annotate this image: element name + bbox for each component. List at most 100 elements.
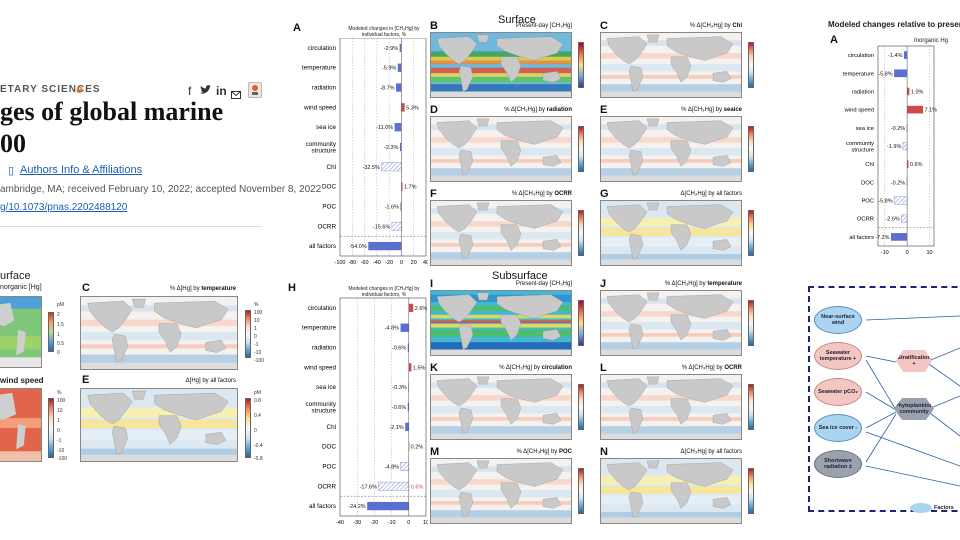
row-label: radiation: [312, 85, 337, 92]
bar-value-label: -0.3%: [392, 385, 406, 391]
linkedin-icon[interactable]: in: [216, 84, 227, 98]
bar-value-label: -15.6%: [373, 224, 391, 230]
panel-title-b: Present-day [CH₃Hg]: [515, 23, 572, 29]
bar-radiation: [407, 343, 409, 352]
bar-value-label: -32.5%: [363, 165, 381, 171]
cbar-tick: -10: [57, 448, 65, 454]
bar-value-label: -4.8%: [385, 464, 399, 470]
left-figure-title: urface: [0, 270, 31, 282]
bar-value-label: 7.1%: [925, 108, 938, 114]
map-e: [600, 116, 742, 182]
cbar-tick: 0.8: [254, 398, 261, 404]
panel-title-n: Δ[CH₃Hg] by all factors: [680, 449, 742, 455]
cbar-tick: 0.5: [57, 341, 64, 347]
bar-value-label: -2.1%: [389, 425, 403, 431]
colorbar-b: [48, 398, 54, 458]
x-tick-label: -10: [881, 250, 889, 256]
row-label: all factors: [309, 243, 336, 250]
doi-link[interactable]: g/10.1073/pnas.2202488120: [0, 202, 128, 213]
cbar-tick: -0.4: [254, 443, 263, 449]
bar-value-label: -5.8%: [878, 199, 892, 205]
bar-community-structure: [902, 141, 908, 151]
bar-POC: [400, 202, 402, 211]
bookmark-icon[interactable]: [248, 82, 262, 98]
bar-value-label: -5.8%: [878, 71, 892, 77]
cbar-tick: 2: [57, 312, 60, 318]
facebook-icon[interactable]: f: [188, 84, 192, 98]
panel-label-n: N: [600, 446, 608, 458]
right-panel-label-a: A: [830, 34, 838, 46]
row-label: temperature: [302, 325, 336, 332]
row-label: OCRR: [857, 217, 874, 223]
panel-label-k: K: [430, 362, 438, 374]
cbar-tick: -100: [57, 456, 68, 462]
map-b: [430, 32, 572, 98]
panel-title-j: % Δ[CH₃Hg] by temperature: [664, 281, 742, 287]
panel-label-h: H: [288, 282, 296, 294]
cbar-tick: pM: [254, 390, 261, 396]
node-near-surface-wind: Near-surface wind: [814, 306, 862, 334]
bar-chart-svg: -40 -30 -20 -10 0 10 2.6% circulation -4.8% tempe…: [302, 297, 429, 526]
colorbar-i: [578, 300, 584, 346]
bar-value-label: -7.2%: [875, 235, 889, 241]
map-wind-speed: [0, 388, 42, 462]
row-label: structure: [312, 407, 337, 414]
row-label: POC: [861, 199, 874, 205]
bar-all-factors: [368, 241, 402, 251]
x-tick-label: -40: [373, 260, 381, 266]
panel-label-c: C: [82, 282, 90, 294]
bar-chart-a: -100 -80 -60 -40 -20 0 20 40 -2.9% circulation -5.…: [288, 37, 429, 270]
colorbar-c: [748, 42, 754, 88]
bar-value-label: -1.6%: [385, 204, 399, 210]
surface-maps: B Present-day [CH₃Hg] C % Δ[CH₃Hg] by Chl D%…: [428, 20, 768, 270]
bar-OCRR: [391, 221, 402, 231]
panel-title-d: % Δ[CH₃Hg] by radiation: [504, 107, 572, 113]
map-inorganic-hg: [0, 296, 42, 368]
legend-factors-swatch: [910, 503, 932, 513]
bar-value-label: -5.9%: [382, 66, 396, 72]
row-label: structure: [312, 147, 337, 154]
panel-label-a: A: [293, 22, 301, 34]
cbar-tick: 0.4: [254, 413, 261, 419]
bar-POC: [400, 462, 410, 471]
right-figure-title: Modeled changes relative to present-da: [828, 20, 960, 29]
bar-value-label: -2.9%: [384, 46, 398, 52]
panel-label-b: B: [430, 20, 438, 32]
row-label: POC: [322, 463, 336, 470]
bar-value-label: -0.2%: [891, 126, 905, 132]
divider: [0, 226, 262, 227]
colorbar-f: [578, 210, 584, 256]
bar-value-label: -2.3%: [384, 145, 398, 151]
bar-value-label: -17.6%: [360, 484, 378, 490]
panel-title-e: % Δ[CH₃Hg] by seaice: [681, 107, 742, 113]
colorbar-g: [748, 210, 754, 256]
authors-info-link[interactable]: Authors Info & Affiliations: [20, 164, 143, 176]
panel-title-m: % Δ[CH₃Hg] by POC: [516, 449, 572, 455]
bar-wind-speed: [401, 103, 405, 112]
row-label: community: [306, 141, 337, 148]
panel-label-c: C: [600, 20, 608, 32]
twitter-icon[interactable]: [200, 84, 211, 98]
panel-title-f: % Δ[CH₃Hg] by OCRR: [511, 191, 572, 197]
map-j: [600, 290, 742, 356]
row-label: Chl: [327, 164, 336, 171]
email-icon[interactable]: [231, 86, 241, 104]
colorbar-m: [578, 468, 584, 514]
cbar-tick: 1.5: [57, 322, 64, 328]
bar-value-label: -0.6%: [392, 346, 406, 352]
cbar-tick: 0: [57, 350, 60, 356]
node-seawater-pco2: Seawater pCO₂: [814, 378, 862, 406]
bar-POC: [893, 196, 908, 205]
cbar-tick: -1: [254, 342, 259, 348]
cbar-tick: 10: [57, 408, 63, 414]
node-sea-ice-cover: Sea ice cover -: [814, 414, 862, 442]
bar-OCRR: [378, 481, 410, 491]
panel-label-j: J: [600, 278, 607, 290]
x-tick-label: 0: [906, 250, 909, 256]
panel-label-m: M: [430, 446, 440, 458]
map-n: [600, 458, 742, 524]
left-figure-subtitle: norganic [Hg]: [0, 284, 42, 291]
x-tick-label: 20: [411, 260, 417, 266]
row-label: circulation: [308, 305, 337, 312]
panel-title-c: % Δ[CH₃Hg] by Chl: [689, 23, 742, 29]
